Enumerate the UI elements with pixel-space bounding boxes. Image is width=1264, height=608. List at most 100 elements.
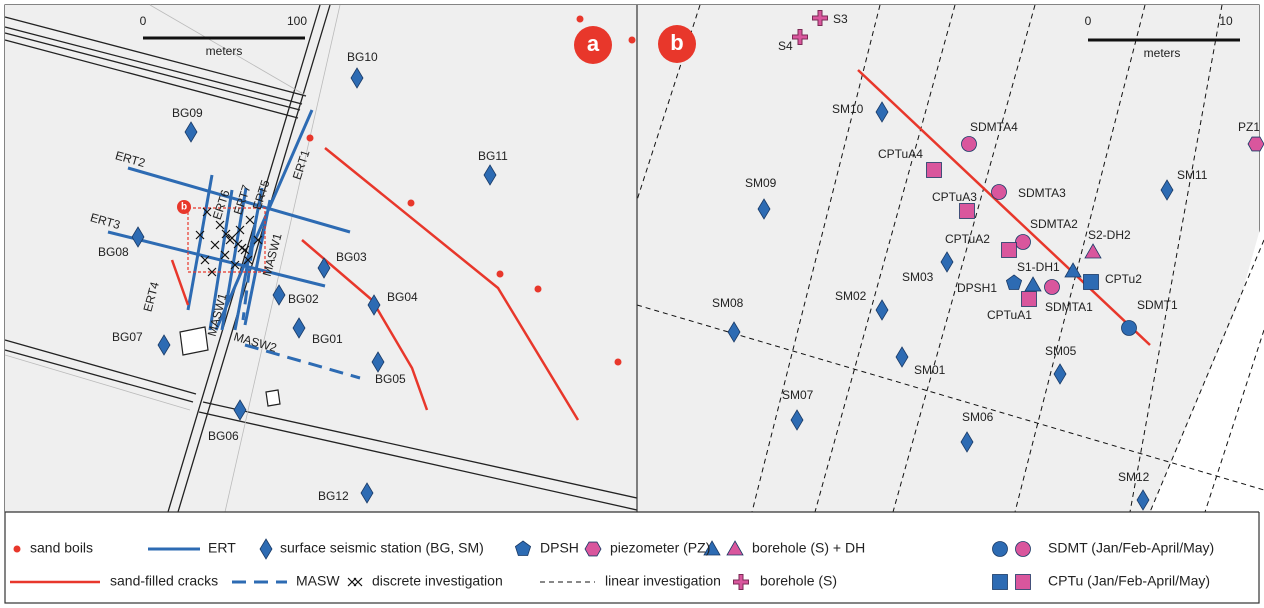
triangle bbox=[1064, 262, 1082, 278]
site-label: SDMTA1 bbox=[1045, 300, 1093, 314]
legend-label: sand boils bbox=[30, 540, 93, 556]
site-label: BG01 bbox=[312, 332, 343, 346]
site-label: SM09 bbox=[745, 176, 777, 190]
cross-mark bbox=[221, 229, 231, 239]
hexagon bbox=[1247, 136, 1264, 152]
diamond bbox=[272, 284, 286, 306]
markers bbox=[131, 10, 1264, 511]
site-label: S3 bbox=[833, 12, 848, 26]
site-label: BG08 bbox=[98, 245, 129, 259]
scale-end: 100 bbox=[287, 14, 307, 28]
cross-mark bbox=[353, 577, 363, 587]
site-label: SM10 bbox=[832, 102, 864, 116]
site-label: CPTuA3 bbox=[932, 190, 977, 204]
legend-label: borehole (S) bbox=[760, 573, 837, 589]
legend-label: borehole (S) + DH bbox=[752, 540, 865, 556]
badge-label: a bbox=[587, 31, 600, 56]
triangle bbox=[1024, 276, 1042, 292]
diamond bbox=[184, 121, 198, 143]
site-label: CPTuA2 bbox=[945, 232, 990, 246]
scale-unit: meters bbox=[206, 44, 243, 58]
site-label: SM12 bbox=[1118, 470, 1150, 484]
scale-start: 0 bbox=[1085, 14, 1092, 28]
sand-boil bbox=[576, 15, 584, 23]
diamond bbox=[790, 409, 804, 431]
diamond bbox=[875, 101, 889, 123]
site-label: BG06 bbox=[208, 429, 239, 443]
square bbox=[1021, 291, 1037, 307]
site-label: SDMT1 bbox=[1137, 298, 1178, 312]
square bbox=[1015, 574, 1031, 590]
cracks bbox=[170, 147, 580, 421]
legend-label: linear investigation bbox=[605, 573, 721, 589]
diamond bbox=[940, 251, 954, 273]
cross-mark bbox=[210, 240, 220, 250]
site-label: S2-DH2 bbox=[1088, 228, 1131, 242]
site-label: SM08 bbox=[712, 296, 744, 310]
roads bbox=[4, 4, 638, 513]
site-label: BG02 bbox=[288, 292, 319, 306]
site-label: SM03 bbox=[902, 270, 934, 284]
circle bbox=[1044, 279, 1060, 295]
site-label: BG11 bbox=[478, 149, 508, 163]
triangle bbox=[726, 540, 744, 556]
diamond bbox=[895, 346, 909, 368]
circle bbox=[1015, 541, 1031, 557]
diamond bbox=[367, 294, 381, 316]
legend-label: discrete investigation bbox=[372, 573, 503, 589]
square bbox=[926, 162, 942, 178]
cross-mark bbox=[245, 215, 255, 225]
hexagon bbox=[584, 541, 602, 557]
legend-label: SDMT (Jan/Feb-April/May) bbox=[1048, 540, 1214, 556]
legend-label: MASW bbox=[296, 573, 340, 589]
cross-mark bbox=[202, 207, 212, 217]
sand-boil bbox=[13, 545, 21, 553]
cross-mark bbox=[243, 255, 253, 265]
cross bbox=[734, 575, 748, 589]
inset-badge-label: b bbox=[181, 202, 187, 213]
legend: sand boils ERT surface seismic station (BG… bbox=[10, 538, 1214, 590]
square bbox=[992, 574, 1008, 590]
site-label: S4 bbox=[778, 39, 793, 53]
legend-label: surface seismic station (BG, SM) bbox=[280, 540, 484, 556]
site-label: BG12 bbox=[318, 489, 349, 503]
badge bbox=[574, 26, 612, 64]
circle bbox=[992, 541, 1008, 557]
sand-boil bbox=[614, 358, 622, 366]
cross-mark bbox=[207, 267, 217, 277]
cross-mark bbox=[195, 230, 205, 240]
circle bbox=[991, 184, 1007, 200]
legend-label: sand-filled cracks bbox=[110, 573, 218, 589]
diamond bbox=[131, 226, 145, 248]
sand-boil bbox=[496, 270, 504, 278]
site-label: CPTu2 bbox=[1105, 272, 1142, 286]
square bbox=[1001, 242, 1017, 258]
site-label: SM07 bbox=[782, 388, 814, 402]
sand-boil bbox=[407, 199, 415, 207]
site-label: SDMTA2 bbox=[1030, 217, 1078, 231]
sand-boil bbox=[534, 285, 542, 293]
circle bbox=[1121, 320, 1137, 336]
legend-label: ERT bbox=[208, 540, 236, 556]
legend-label: CPTu (Jan/Feb-April/May) bbox=[1048, 573, 1210, 589]
cross-mark bbox=[253, 235, 263, 245]
square bbox=[959, 203, 975, 219]
site-label: SM02 bbox=[835, 289, 867, 303]
diamond bbox=[757, 198, 771, 220]
pentagon bbox=[514, 540, 532, 556]
diamond bbox=[371, 351, 385, 373]
inset-box bbox=[187, 207, 266, 273]
site-label: BG03 bbox=[336, 250, 367, 264]
site-label: SM11 bbox=[1177, 168, 1208, 182]
diamond bbox=[1136, 489, 1150, 511]
scale-end: 10 bbox=[1219, 14, 1233, 28]
diamond bbox=[317, 257, 331, 279]
diamond bbox=[875, 299, 889, 321]
sand-boil bbox=[628, 36, 636, 44]
scale-unit: meters bbox=[1144, 46, 1181, 60]
site-label: PZ1 bbox=[1238, 120, 1260, 134]
diamond bbox=[1160, 179, 1174, 201]
site-label: BG05 bbox=[375, 372, 406, 386]
badge bbox=[658, 25, 696, 63]
